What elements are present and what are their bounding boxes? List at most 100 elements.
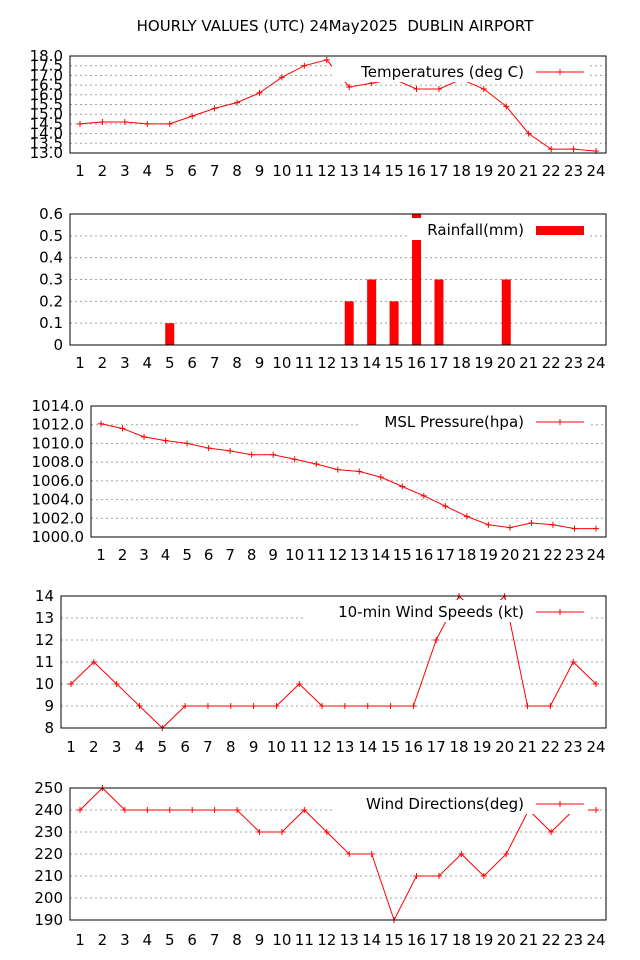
rainfall-x-tick-label: 23 xyxy=(564,354,583,372)
pressure-x-tick-label: 20 xyxy=(500,546,519,564)
wind-speed-data-point xyxy=(319,703,326,709)
wind-direction-y-tick-label: 200 xyxy=(34,889,63,907)
pressure-x-tick-label: 19 xyxy=(479,546,498,564)
pressure-x-tick-label: 23 xyxy=(565,546,584,564)
pressure-x-tick-label: 24 xyxy=(586,546,605,564)
pressure-data-point xyxy=(205,445,212,452)
wind-direction-x-tick-label: 22 xyxy=(542,931,561,949)
rainfall-x-tick-label: 3 xyxy=(120,354,130,372)
wind-speed-data-point xyxy=(524,703,531,709)
wind-speed-data-point xyxy=(136,703,143,709)
temperature-legend-background xyxy=(332,60,588,82)
rainfall-x-tick-label: 18 xyxy=(452,354,471,372)
temperature-chart: 13.013.514.014.515.015.516.016.517.017.5… xyxy=(30,47,607,180)
temperature-x-tick-label: 10 xyxy=(272,162,291,180)
pressure-x-tick-label: 13 xyxy=(350,546,369,564)
wind-direction-data-point xyxy=(435,873,442,879)
wind-direction-x-tick-label: 11 xyxy=(295,931,314,949)
rainfall-y-tick-label: 0.4 xyxy=(39,249,63,267)
pressure-x-tick-label: 4 xyxy=(161,546,171,564)
pressure-data-point xyxy=(334,466,341,473)
wind-speed-x-tick-label: 16 xyxy=(404,738,423,756)
wind-direction-data-point xyxy=(548,829,555,835)
temperature-y-tick-label: 13.0 xyxy=(30,144,63,162)
wind-direction-x-tick-label: 2 xyxy=(98,931,108,949)
pressure-legend-label: MSL Pressure(hpa) xyxy=(384,413,524,431)
pressure-y-tick-label: 1014.0 xyxy=(32,397,85,415)
temperature-data-point xyxy=(278,74,285,81)
pressure-data-point xyxy=(506,524,513,531)
temperature-data-point xyxy=(548,146,555,153)
pressure-x-tick-label: 9 xyxy=(268,546,278,564)
wind-speed-data-point xyxy=(113,681,120,687)
pressure-y-tick-label: 1010.0 xyxy=(32,434,85,452)
wind-direction-data-point xyxy=(323,829,330,835)
rainfall-x-tick-label: 14 xyxy=(362,354,381,372)
wind-direction-x-tick-label: 19 xyxy=(474,931,493,949)
wind-direction-data-point xyxy=(368,851,375,857)
rainfall-x-tick-label: 9 xyxy=(255,354,265,372)
temperature-x-tick-label: 4 xyxy=(143,162,153,180)
temperature-x-tick-label: 15 xyxy=(385,162,404,180)
pressure-data-point xyxy=(593,525,599,532)
rainfall-x-tick-label: 4 xyxy=(143,354,153,372)
temperature-x-tick-label: 11 xyxy=(295,162,314,180)
pressure-data-point xyxy=(248,451,255,458)
wind-speed-x-tick-label: 17 xyxy=(427,738,446,756)
wind-direction-x-tick-label: 16 xyxy=(407,931,426,949)
wind-speed-x-tick-label: 23 xyxy=(564,738,583,756)
temperature-y-tick-label: 17.5 xyxy=(30,57,63,75)
rainfall-bar xyxy=(165,323,175,345)
wind-direction-data-point xyxy=(480,873,487,879)
wind-direction-x-tick-label: 13 xyxy=(340,931,359,949)
rainfall-bar xyxy=(412,214,422,345)
wind-direction-x-tick-label: 10 xyxy=(272,931,291,949)
temperature-y-tick-label: 17.0 xyxy=(30,66,63,84)
temperature-y-tick-label: 16.5 xyxy=(30,76,63,94)
temperature-data-point xyxy=(256,89,263,96)
temperature-y-tick-label: 16.0 xyxy=(30,86,63,104)
rainfall-x-tick-label: 12 xyxy=(317,354,336,372)
wind-speed-x-tick-label: 4 xyxy=(135,738,145,756)
temperature-legend-label: Temperatures (deg C) xyxy=(360,63,524,81)
temperature-x-tick-label: 18 xyxy=(452,162,471,180)
pressure-data-point xyxy=(162,437,169,444)
temperature-x-tick-label: 24 xyxy=(586,162,605,180)
pressure-x-tick-label: 17 xyxy=(436,546,455,564)
pressure-data-point xyxy=(356,468,363,475)
pressure-data-point xyxy=(270,451,277,458)
wind-speed-data-point xyxy=(364,703,371,709)
rainfall-x-tick-label: 13 xyxy=(340,354,359,372)
wind-speed-data-point xyxy=(547,703,554,709)
temperature-x-tick-label: 7 xyxy=(210,162,220,180)
pressure-data-point xyxy=(119,425,126,432)
rainfall-x-tick-label: 20 xyxy=(497,354,516,372)
pressure-x-tick-label: 2 xyxy=(118,546,128,564)
pressure-data-point xyxy=(442,503,449,510)
wind-direction-x-tick-label: 7 xyxy=(210,931,220,949)
rainfall-x-tick-label: 17 xyxy=(429,354,448,372)
temperature-x-tick-label: 5 xyxy=(165,162,175,180)
temperature-data-point xyxy=(301,62,308,69)
wind-speed-data-point xyxy=(68,681,74,687)
rainfall-bar xyxy=(367,279,377,345)
pressure-data-point xyxy=(463,513,470,520)
rainfall-legend-swatch xyxy=(536,226,584,235)
wind-direction-x-tick-label: 12 xyxy=(317,931,336,949)
temperature-y-tick-label: 13.5 xyxy=(30,134,63,152)
wind-direction-x-tick-label: 23 xyxy=(564,931,583,949)
pressure-x-tick-label: 1 xyxy=(96,546,106,564)
wind-direction-data-point xyxy=(346,851,353,857)
temperature-data-point xyxy=(525,130,532,137)
wind-speed-x-tick-label: 19 xyxy=(472,738,491,756)
wind-speed-x-tick-label: 2 xyxy=(89,738,99,756)
pressure-legend-background xyxy=(360,410,588,432)
wind-direction-x-tick-label: 8 xyxy=(232,931,242,949)
temperature-x-tick-label: 2 xyxy=(98,162,108,180)
wind-direction-x-tick-label: 9 xyxy=(255,931,265,949)
wind-direction-x-tick-label: 6 xyxy=(187,931,197,949)
wind-direction-data-point xyxy=(458,851,465,857)
wind-direction-x-tick-label: 24 xyxy=(586,931,605,949)
temperature-y-tick-label: 18.0 xyxy=(30,47,63,65)
rainfall-x-tick-label: 19 xyxy=(474,354,493,372)
